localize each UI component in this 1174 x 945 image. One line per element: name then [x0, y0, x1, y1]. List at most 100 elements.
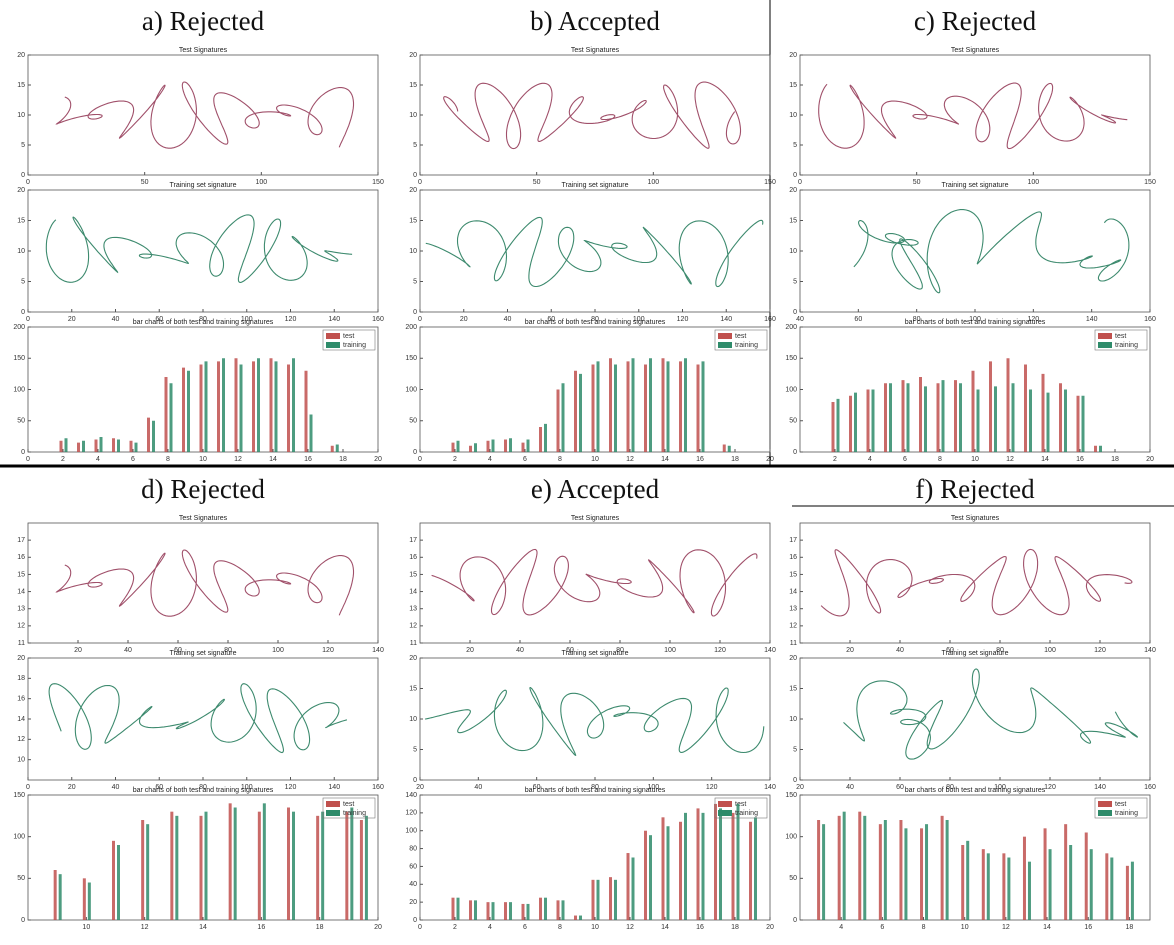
- bar: [134, 442, 138, 452]
- bar: [456, 897, 460, 920]
- legend-swatch: [718, 801, 732, 807]
- legend-label: training: [735, 810, 758, 817]
- x-tick-label: 40: [796, 316, 804, 323]
- bar: [649, 358, 652, 452]
- panel-label: a) Rejected: [142, 6, 265, 36]
- y-tick-label: 18: [17, 675, 25, 682]
- y-tick-label: 16: [409, 554, 417, 561]
- y-tick-label: 100: [405, 828, 417, 835]
- bar: [491, 439, 495, 452]
- bar: [966, 840, 970, 920]
- x-tick-label: 18: [1126, 924, 1134, 931]
- bar: [901, 380, 905, 452]
- signature-stroke: [818, 82, 1128, 150]
- bar: [217, 361, 220, 452]
- bar: [335, 444, 339, 452]
- bar: [596, 361, 600, 452]
- bar: [175, 815, 179, 920]
- x-tick-label: 60: [566, 647, 574, 654]
- bar: [631, 358, 635, 452]
- legend-swatch: [1098, 333, 1112, 339]
- bar: [234, 358, 238, 452]
- x-tick-label: 20: [766, 456, 774, 463]
- y-tick-label: 20: [409, 52, 417, 59]
- x-tick-label: 120: [285, 784, 297, 791]
- bar: [561, 900, 565, 920]
- y-tick-label: 10: [17, 248, 25, 255]
- bar: [556, 900, 560, 920]
- bar: [994, 386, 997, 452]
- x-tick-label: 6: [880, 924, 884, 931]
- x-tick-label: 14: [1041, 456, 1049, 463]
- x-tick-label: 100: [1044, 647, 1056, 654]
- x-tick-label: 6: [903, 456, 907, 463]
- bar: [1006, 358, 1010, 452]
- y-tick-label: 15: [409, 217, 417, 224]
- bar: [87, 882, 91, 920]
- x-tick-label: 140: [764, 784, 776, 791]
- y-tick-label: 17: [17, 537, 25, 544]
- bar: [858, 811, 862, 920]
- bar: [1041, 373, 1045, 452]
- bar: [77, 442, 80, 452]
- bar: [1089, 849, 1093, 920]
- bar: [257, 811, 261, 920]
- axes-title: bar charts of both test and training sig…: [133, 319, 274, 326]
- y-tick-label: 100: [13, 834, 25, 841]
- bar: [889, 383, 892, 452]
- x-tick-label: 50: [533, 179, 541, 186]
- axes-frame: [27, 794, 379, 921]
- x-tick-label: 14: [661, 456, 669, 463]
- legend-swatch: [1098, 342, 1112, 348]
- axes-title: bar charts of both test and training sig…: [905, 319, 1046, 326]
- axes-title: bar charts of both test and training sig…: [133, 787, 274, 794]
- bar: [309, 414, 313, 452]
- x-tick-label: 20: [74, 647, 82, 654]
- legend-box: [1094, 329, 1148, 351]
- axes-title: bar charts of both test and training sig…: [525, 319, 666, 326]
- x-tick-label: 150: [764, 179, 776, 186]
- x-tick-label: 100: [272, 647, 284, 654]
- y-tick-label: 0: [413, 172, 417, 179]
- bar: [1029, 389, 1032, 452]
- bar: [491, 902, 495, 920]
- bar: [99, 437, 103, 452]
- x-tick-label: 6: [523, 924, 527, 931]
- bar: [1105, 853, 1109, 920]
- x-tick-label: 80: [616, 647, 624, 654]
- axes-frame: [799, 522, 1151, 644]
- bar: [269, 358, 273, 452]
- x-tick-label: 100: [647, 784, 659, 791]
- bar: [591, 364, 595, 452]
- bar: [1059, 383, 1062, 452]
- legend-box: [714, 797, 768, 819]
- x-tick-label: 60: [533, 784, 541, 791]
- bar: [837, 815, 841, 920]
- y-tick-label: 5: [413, 278, 417, 285]
- bar: [1084, 832, 1088, 920]
- axes-title: Training set signature: [941, 182, 1008, 189]
- bar: [1125, 865, 1129, 920]
- legend-label: training: [1115, 342, 1138, 349]
- bar: [1011, 383, 1015, 452]
- legend-swatch: [326, 801, 340, 807]
- y-tick-label: 16: [17, 696, 25, 703]
- bar: [945, 820, 949, 920]
- x-tick-label: 140: [1144, 647, 1156, 654]
- x-tick-label: 60: [155, 316, 163, 323]
- y-tick-label: 12: [409, 623, 417, 630]
- x-tick-label: 20: [374, 456, 382, 463]
- axes-frame: [799, 189, 1151, 313]
- x-tick-label: 10: [82, 924, 90, 931]
- signature-stroke: [443, 81, 742, 150]
- bar: [714, 803, 717, 920]
- bar: [954, 380, 957, 452]
- bar: [304, 370, 308, 452]
- bar: [1048, 849, 1052, 920]
- bar: [631, 857, 635, 920]
- y-tick-label: 200: [785, 324, 797, 331]
- y-tick-label: 15: [409, 82, 417, 89]
- x-tick-label: 0: [418, 924, 422, 931]
- y-tick-label: 10: [789, 248, 797, 255]
